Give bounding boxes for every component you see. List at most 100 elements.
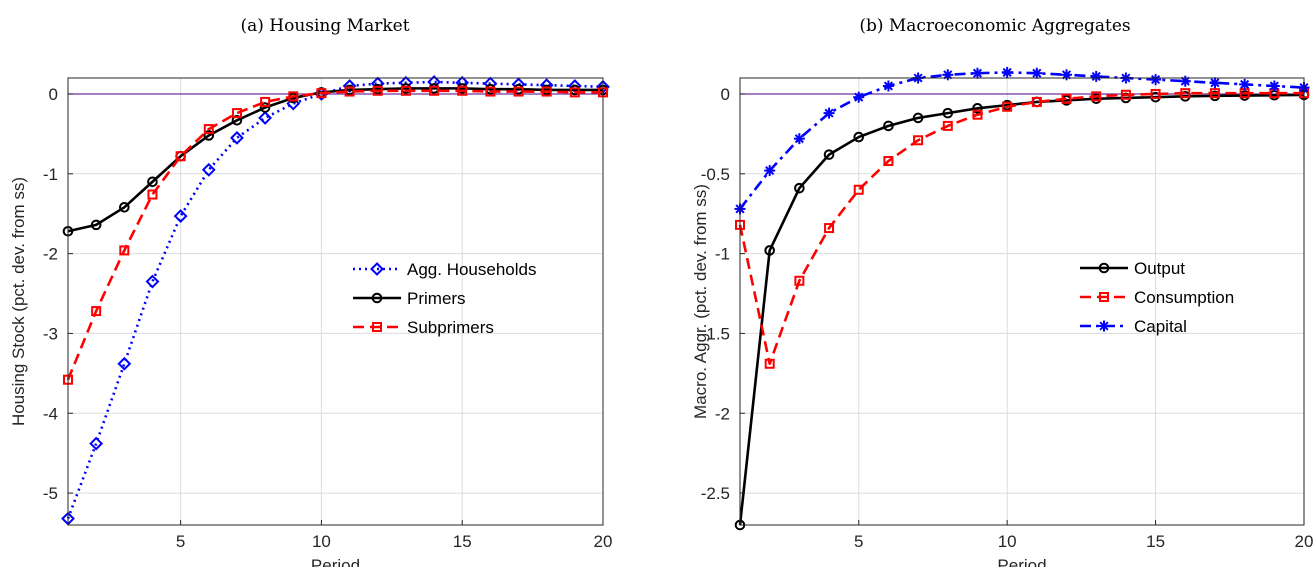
housing-y-tick-label: -2 [43,245,58,264]
macro-x-tick-label: 10 [998,532,1017,551]
macro-series-capital-line [738,71,1305,210]
housing-axes-box [67,77,604,526]
housing-x-tick-label: 15 [453,532,472,551]
macro-y-tick-label: 0 [721,85,730,104]
housing-series-agg-households-point [230,130,244,145]
macro-series-consumption-point [1091,91,1102,102]
housing-series-subprimers-point [541,86,552,97]
macro-series-output-point [912,112,924,124]
macro-series-consumption-point [1061,93,1072,104]
housing-y-tick-label: -4 [43,404,58,423]
macro-series-consumption [735,88,1309,369]
housing-series-subprimers-point [569,87,580,98]
housing-series-agg-households-point [145,274,160,289]
macro-axes-box [739,77,1305,526]
housing-plot-area [68,78,603,525]
housing-series-agg-households-point [117,356,132,371]
macro-x-tick-label: 20 [1295,532,1314,551]
macro-aggregates-chart: 5 10 15 20 0 -0.5 -1 -1.5 -2 -2.5 Period Macro. Agg… [691,66,1314,567]
macro-series-capital-point [1150,74,1162,86]
housing-series-subprimers-point [429,85,440,96]
housing-series-subprimers [63,85,608,385]
macro-series-output-point [942,107,954,119]
housing-y-tick-label: -3 [43,324,58,343]
housing-y-tick-label: -5 [43,484,58,503]
macro-series-output-point [794,182,805,194]
housing-legend-label-subprimers: Subprimers [407,318,494,337]
macro-legend-marker-output [1098,262,1110,274]
macro-series-consumption-point [1180,88,1191,99]
macro-series-capital-point [971,67,983,79]
housing-legend: Agg. Households Primers Subprimers [353,260,536,337]
macro-series-capital-point [823,107,835,119]
housing-series-agg-households-point [201,162,216,177]
macro-series-capital-point [793,133,805,145]
macro-legend-label-capital: Capital [1134,317,1187,336]
macro-series-capital-point [882,80,894,92]
housing-legend-label-agg-households: Agg. Households [407,260,536,279]
housing-series-subprimers-point [400,85,411,96]
housing-series-subprimers-point [119,245,130,256]
housing-series-primers-point [203,130,215,141]
macro-series-consumption-point [1209,88,1220,99]
housing-x-tick-label: 20 [594,532,613,551]
macro-series-capital-point [1090,70,1102,82]
housing-y-tick-label: -1 [43,165,58,184]
macro-y-tick-label: -1.5 [701,324,730,343]
macro-series-capital-point [1209,77,1221,89]
housing-series-subprimers-point [288,91,299,102]
macro-series-consumption-point [1031,96,1042,107]
macro-series-consumption-point [913,135,924,146]
housing-x-tick-label: 5 [176,532,185,551]
macro-legend-label-consumption: Consumption [1134,288,1234,307]
macro-series-consumption-point [942,120,953,131]
macro-y-tick-label: -2.5 [701,484,730,503]
housing-legend-marker-primers [371,292,383,304]
macro-y-axis-label: Macro. Aggr. (pct. dev. from ss) [691,184,710,419]
housing-market-chart: 5 10 15 20 0 -1 -2 -3 -4 -5 Period Housing Stock (p… [9,75,613,567]
macro-y-tick-label: -2 [715,404,730,423]
macro-series-capital-point [764,165,776,177]
macro-series-consumption-point [1120,89,1131,100]
macro-series-output-point [823,149,835,160]
housing-series-subprimers-point [457,85,468,96]
housing-series-subprimers-point [260,96,271,107]
housing-series-subprimers-point [203,124,214,135]
housing-series-subprimers-point [147,189,158,200]
housing-legend-marker-agg-households [370,262,384,276]
macro-series-consumption-point [824,223,835,234]
housing-series-primers-point [147,176,158,188]
macro-series-output-point [883,120,894,132]
housing-series-primers-point [90,219,102,231]
housing-series-subprimers-point [344,86,355,97]
macro-series-capital-point [853,91,865,103]
housing-legend-label-primers: Primers [407,289,466,308]
housing-y-axis-label: Housing Stock (pct. dev. from ss) [9,177,28,426]
housing-x-tick-label: 10 [312,532,331,551]
macro-x-tick-label: 15 [1146,532,1165,551]
housing-series-subprimers-point [372,85,383,96]
housing-series-subprimers-point [91,306,102,317]
macro-series-consumption-point [1150,88,1161,99]
housing-series-subprimers-point [175,151,186,162]
macro-series-consumption-point [883,156,894,167]
macro-legend-marker-capital [1098,320,1110,332]
macro-series-capital-point [942,69,954,81]
macro-legend-label-output: Output [1134,259,1185,278]
macro-series-consumption-point [1002,101,1013,112]
macro-series-capital-point [1268,80,1280,92]
macro-series-capital [734,66,1310,215]
housing-series-primers-point [119,202,130,213]
housing-series-agg-households-point [89,436,104,451]
macro-series-output-point [764,245,775,256]
macro-legend: Output Consumption Capital [1080,259,1234,336]
macro-x-axis-label: Period [997,556,1046,567]
panel-b-title: (b) Macroeconomic Aggregates [859,16,1131,36]
housing-series-agg-households-point [173,209,188,224]
macro-series-consumption-point [972,109,983,120]
panel-a-title: (a) Housing Market [240,16,410,36]
housing-series-subprimers-point [513,86,524,97]
macro-y-tick-label: -1 [715,245,730,264]
housing-series-agg-households-point [342,79,357,93]
